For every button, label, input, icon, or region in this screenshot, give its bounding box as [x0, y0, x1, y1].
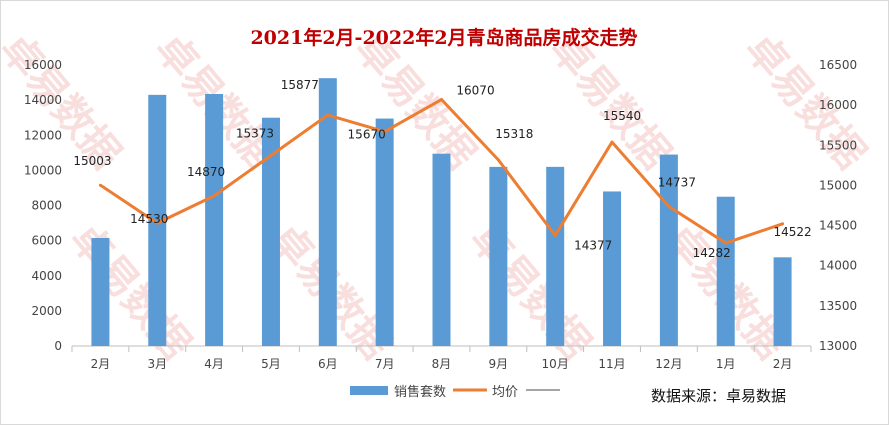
- bar: [489, 166, 508, 346]
- bar: [318, 78, 337, 346]
- x-tick-label: 11月: [598, 357, 625, 371]
- bar: [716, 196, 735, 346]
- y-right-tick-label: 15000: [819, 178, 857, 192]
- y-left-tick-label: 12000: [24, 128, 62, 142]
- line-data-label: 14282: [693, 246, 731, 260]
- line-point: [212, 194, 216, 198]
- y-left-tick-label: 4000: [31, 269, 62, 283]
- data-labels: 15003 14530 14870 15373 15877 15670 16070 15318…: [73, 78, 811, 260]
- line-series: [98, 98, 785, 245]
- y-left-tick-label: 16000: [24, 58, 62, 72]
- bar: [546, 166, 565, 346]
- y-left-tick-label: 6000: [31, 234, 62, 248]
- x-tick-label: 1月: [716, 357, 736, 371]
- line-point: [667, 205, 671, 209]
- line-data-label: 15670: [348, 128, 386, 142]
- y-right-tick-label: 15500: [819, 138, 857, 152]
- y-left-tick-label: 10000: [24, 163, 62, 177]
- line-point: [610, 140, 614, 144]
- line-point: [383, 130, 387, 134]
- line-data-label: 15318: [495, 127, 533, 141]
- x-tick-label: 2月: [91, 357, 111, 371]
- bar: [205, 93, 224, 347]
- bar: [148, 94, 167, 346]
- x-tick-label: 12月: [655, 357, 682, 371]
- y-left-tick-label: 0: [54, 339, 62, 353]
- source-note: 数据来源：卓易数据: [651, 387, 786, 405]
- line-point: [98, 183, 102, 187]
- bar: [432, 153, 451, 346]
- line-point: [781, 222, 785, 226]
- y-right-tick-label: 13500: [819, 299, 857, 313]
- x-tick-label: 4月: [204, 357, 224, 371]
- x-tick-label: 5月: [261, 357, 281, 371]
- bar: [91, 237, 110, 346]
- line-data-label: 15003: [73, 154, 111, 168]
- y-right-tick-label: 14000: [819, 259, 857, 273]
- bar: [603, 191, 622, 346]
- line-data-label: 14737: [658, 176, 696, 190]
- x-tick-label: 10月: [542, 357, 569, 371]
- line-data-label: 15877: [281, 78, 319, 92]
- legend-line-label: 均价: [492, 385, 518, 400]
- y-left-tick-label: 2000: [31, 304, 62, 318]
- line-point: [440, 98, 443, 102]
- line-data-label: 14870: [187, 165, 225, 179]
- bar: [773, 257, 792, 346]
- y-left-tick-label: 8000: [31, 199, 62, 213]
- axes: 0 2000 4000 6000 8000 10000 12000 14000 16000 130…: [24, 58, 857, 371]
- line-point: [269, 153, 273, 157]
- line-data-label: 15540: [603, 109, 641, 123]
- legend-bar-label: 销售套数: [394, 384, 446, 400]
- line-point: [724, 241, 728, 245]
- x-tick-label: 9月: [489, 357, 509, 371]
- y-right-tick-label: 14500: [819, 219, 857, 233]
- x-tick-label: 6月: [318, 357, 338, 371]
- line-data-label: 16070: [456, 84, 494, 98]
- y-right-tick-label: 13000: [819, 339, 857, 353]
- line-point: [553, 233, 557, 237]
- line-data-label: 14377: [574, 238, 612, 252]
- x-tick-label: 7月: [375, 357, 395, 371]
- legend-bar-swatch: [350, 386, 388, 395]
- legend: 销售套数 均价: [350, 384, 560, 400]
- line-point: [326, 113, 330, 117]
- line-data-label: 14530: [130, 212, 168, 226]
- line-point: [155, 221, 159, 225]
- bar: [261, 117, 280, 346]
- x-tick-label: 8月: [432, 357, 452, 371]
- y-right-tick-label: 16000: [819, 98, 857, 112]
- line-data-label: 15373: [236, 126, 274, 140]
- line-data-label: 14522: [773, 225, 811, 239]
- bar: [375, 118, 394, 346]
- y-right-tick-label: 16500: [819, 58, 857, 72]
- bar-series: [91, 78, 792, 347]
- x-tick-label: 3月: [147, 357, 167, 371]
- chart-title: 2021年2月-2022年2月青岛商品房成交走势: [250, 26, 637, 49]
- x-tick-label: 2月: [773, 357, 793, 371]
- y-left-tick-label: 14000: [24, 93, 62, 107]
- line-point: [496, 158, 500, 162]
